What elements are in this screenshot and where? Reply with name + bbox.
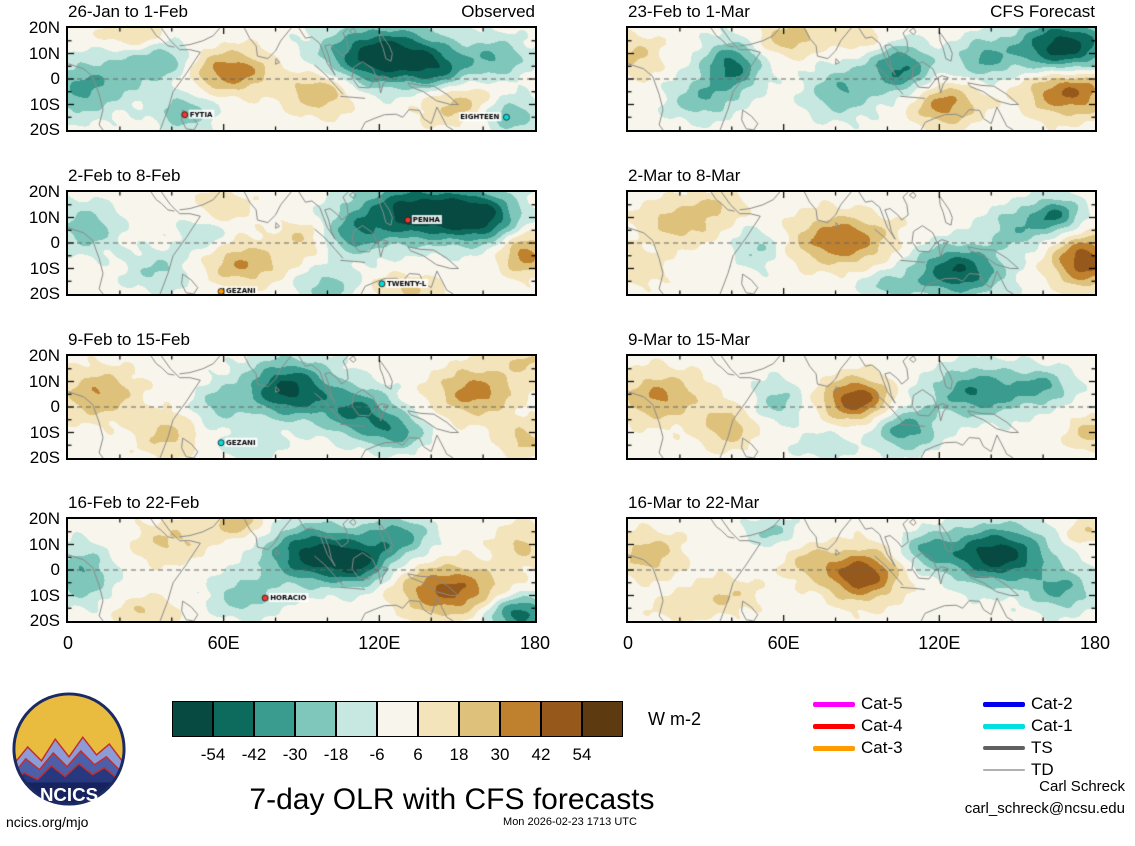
lat-tick-label: 20S xyxy=(29,120,60,139)
panel-title: 26-Jan to 1-Feb xyxy=(68,2,189,21)
logo-ring xyxy=(12,692,126,806)
lat-tick-label: 0 xyxy=(50,69,60,88)
colorbar-tick-label: 30 xyxy=(490,745,510,764)
lat-tick-label: 0 xyxy=(50,560,60,579)
colorbar-segment xyxy=(172,701,213,737)
footer-left-link: ncics.org/mjo xyxy=(6,814,89,830)
lat-tick-label: 10S xyxy=(29,258,60,278)
legend-label: Cat-4 xyxy=(861,716,903,735)
lon-tick-label: 120E xyxy=(918,633,961,653)
panel-title: 16-Mar to 22-Mar xyxy=(628,493,760,512)
panel-title: 9-Mar to 15-Mar xyxy=(628,330,750,349)
colorbar-segment xyxy=(459,701,500,737)
panel-title: 23-Feb to 1-Mar xyxy=(628,2,750,21)
colorbar-segment xyxy=(254,701,295,737)
colorbar-tick-label: 18 xyxy=(449,745,469,764)
lat-tick-label: 10N xyxy=(28,534,60,554)
colorbar-segment xyxy=(582,701,623,737)
legend-line-td xyxy=(983,769,1025,771)
lat-tick-label: 20S xyxy=(29,284,60,303)
colorbar-tick-label: -42 xyxy=(241,745,267,764)
lon-tick-label: 0 xyxy=(62,633,73,653)
lat-tick-label: 20N xyxy=(28,509,60,528)
lon-tick-label: 180 xyxy=(1079,633,1111,653)
footer-timestamp: Mon 2026-02-23 1713 UTC xyxy=(503,816,637,828)
colorbar-segment xyxy=(213,701,254,737)
lat-tick-label: 20S xyxy=(29,611,60,630)
credit-email: carl_schreck@ncsu.edu xyxy=(964,800,1125,817)
colorbar-tick-label: -54 xyxy=(200,745,226,764)
colorbar-tick-label: -30 xyxy=(282,745,308,764)
legend-label: Cat-1 xyxy=(1031,716,1073,735)
lat-tick-label: 10S xyxy=(29,422,60,442)
colorbar xyxy=(172,701,623,737)
lat-tick-label: 10S xyxy=(29,585,60,605)
panel-corner-label: Observed xyxy=(461,2,535,21)
legend-label: Cat-2 xyxy=(1031,694,1073,713)
legend-line-cat-2 xyxy=(983,701,1025,707)
lat-tick-label: 10N xyxy=(28,43,60,63)
colorbar-segment xyxy=(295,701,336,737)
map-canvas xyxy=(66,26,537,132)
legend-line-cat-4 xyxy=(813,723,855,729)
colorbar-tick-label: 42 xyxy=(531,745,551,764)
lat-tick-label: 20N xyxy=(28,18,60,37)
lat-tick-label: 10S xyxy=(29,94,60,114)
legend-label: TS xyxy=(1031,738,1053,757)
map-canvas xyxy=(66,190,537,296)
figure-title: 7-day OLR with CFS forecasts xyxy=(249,783,655,816)
colorbar-units: W m-2 xyxy=(648,709,701,729)
colorbar-tick-label: -6 xyxy=(369,745,385,764)
lon-tick-label: 180 xyxy=(519,633,551,653)
ncics-logo: NCICS xyxy=(12,692,126,806)
colorbar-tick-label: -18 xyxy=(323,745,349,764)
legend-label: TD xyxy=(1031,760,1054,779)
lat-tick-label: 20N xyxy=(28,182,60,201)
legend-line-ts xyxy=(983,746,1025,750)
lat-tick-label: 20N xyxy=(28,346,60,365)
lat-tick-label: 0 xyxy=(50,397,60,416)
credit-name: Carl Schreck xyxy=(1039,778,1125,795)
lat-tick-label: 10N xyxy=(28,371,60,391)
colorbar-segment xyxy=(541,701,582,737)
lon-tick-label: 0 xyxy=(622,633,633,653)
map-canvas xyxy=(626,26,1097,132)
map-canvas xyxy=(66,354,537,460)
colorbar-segment xyxy=(377,701,418,737)
colorbar-tick-label: 6 xyxy=(413,745,423,764)
legend-label: Cat-3 xyxy=(861,738,903,757)
lat-tick-label: 0 xyxy=(50,233,60,252)
map-canvas xyxy=(66,517,537,623)
colorbar-tick-label: 54 xyxy=(572,745,592,764)
legend-line-cat-1 xyxy=(983,723,1025,729)
colorbar-segment xyxy=(500,701,541,737)
lat-tick-label: 20S xyxy=(29,448,60,467)
panel-title: 2-Mar to 8-Mar xyxy=(628,166,741,185)
panel-title: 16-Feb to 22-Feb xyxy=(68,493,200,512)
panel-title: 2-Feb to 8-Feb xyxy=(68,166,181,185)
lon-tick-label: 60E xyxy=(207,633,240,653)
colorbar-segment xyxy=(336,701,377,737)
panel-corner-label: CFS Forecast xyxy=(990,2,1095,21)
legend-line-cat-5 xyxy=(813,701,855,707)
lon-tick-label: 120E xyxy=(358,633,401,653)
lat-tick-label: 10N xyxy=(28,207,60,227)
panel-title: 9-Feb to 15-Feb xyxy=(68,330,190,349)
lon-tick-label: 60E xyxy=(767,633,800,653)
map-canvas xyxy=(626,517,1097,623)
legend-line-cat-3 xyxy=(813,745,855,751)
map-canvas xyxy=(626,354,1097,460)
legend-label: Cat-5 xyxy=(861,694,903,713)
map-canvas xyxy=(626,190,1097,296)
colorbar-segment xyxy=(418,701,459,737)
logo-text: NCICS xyxy=(40,784,98,805)
